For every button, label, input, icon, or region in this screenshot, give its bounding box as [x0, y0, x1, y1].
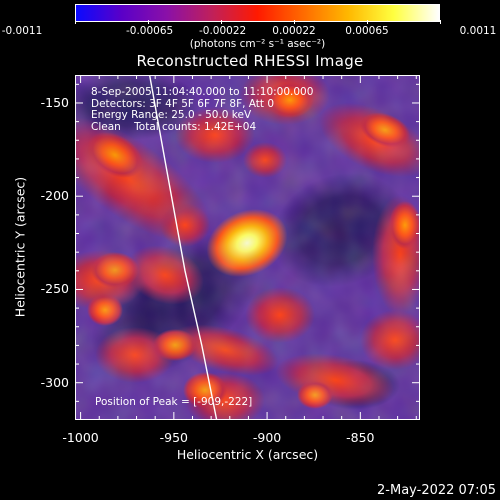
solar-limb-line [148, 75, 218, 420]
x-axis-label: Heliocentric X (arcsec) [176, 447, 319, 462]
y-tick-label: -200 [40, 188, 69, 204]
colorbar-tick-label: 0.0011 [459, 25, 497, 37]
colorbar [75, 4, 440, 22]
colorbar-tick [220, 20, 222, 24]
x-tick-label: -1000 [62, 430, 99, 445]
colorbar-tick [74, 20, 76, 24]
plot-timestamp: 2-May-2022 07:05 [377, 483, 496, 498]
y-tick-label: -250 [40, 281, 69, 297]
colorbar-tick [293, 20, 295, 24]
colorbar-tick-label: -0.00065 [126, 25, 174, 37]
colorbar-tick-label: 0.00065 [345, 25, 389, 37]
y-tick-label: -300 [40, 374, 69, 390]
y-tick-label: -150 [40, 94, 69, 110]
observation-time-range: 8-Sep-2005 11:04:40.000 to 11:10:00.000 [91, 86, 314, 98]
y-axis-label: Heliocentric Y (arcsec) [12, 176, 28, 318]
energy-range-line: Energy Range: 25.0 - 50.0 keV [91, 109, 252, 121]
plot-title: Reconstructed RHESSI Image [136, 52, 364, 70]
colorbar-unit-label: (photons cm⁻² s⁻¹ asec⁻²) [189, 38, 326, 50]
detectors-line: Detectors: 3F 4F 5F 6F 7F 8F, Att 0 [91, 97, 275, 110]
x-tick-label: -850 [346, 430, 375, 445]
colorbar-tick [147, 20, 149, 24]
plot-border [75, 75, 420, 420]
colorbar-tick-label: -0.0011 [1, 25, 43, 37]
colorbar-tick-label: 0.00022 [272, 25, 316, 37]
colorbar-tick [439, 20, 441, 24]
rhessi-image [75, 75, 420, 420]
colorbar-tick-label: -0.00022 [199, 25, 247, 37]
x-tick-label: -900 [252, 430, 282, 445]
axis-tick-marks [75, 75, 420, 420]
intensity-map [75, 75, 420, 420]
image-plot-area[interactable]: 8-Sep-2005 11:04:40.000 to 11:10:00.000 … [75, 75, 420, 420]
algorithm-counts-line: Clean Total counts: 1.42E+04 [91, 120, 257, 133]
peak-position-label: Position of Peak = [-909,-222] [95, 396, 253, 408]
x-tick-label: -950 [159, 430, 189, 445]
colorbar-tick [366, 20, 368, 24]
